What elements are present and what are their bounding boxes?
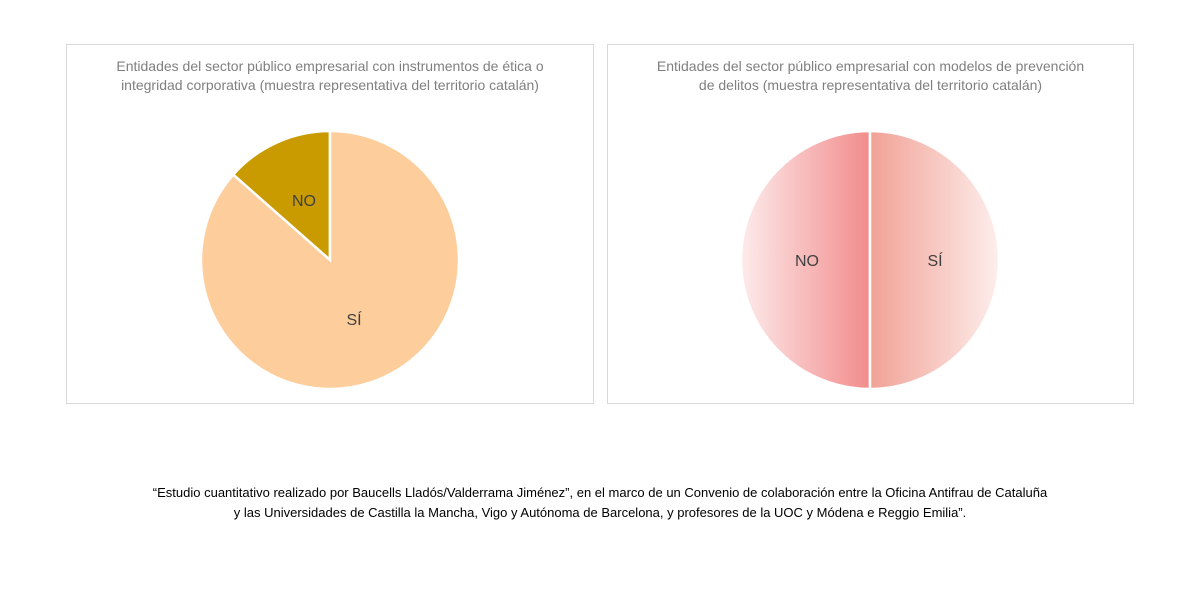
chart-prevencion-delitos: Entidades del sector público empresarial… xyxy=(607,44,1134,404)
chart-etica-integridad: Entidades del sector público empresarial… xyxy=(66,44,594,404)
pie-slice-no xyxy=(231,129,332,263)
slice-label-si: SÍ xyxy=(346,310,362,329)
source-caption: “Estudio cuantitativo realizado por Bauc… xyxy=(60,483,1140,523)
chart-title: Entidades del sector público empresarial… xyxy=(116,58,544,93)
slice-label-no: NO xyxy=(292,193,316,210)
pie-slice-no xyxy=(739,129,872,391)
chart-title: Entidades del sector público empresarial… xyxy=(656,58,1085,93)
pie-slice-si xyxy=(868,129,1001,391)
slice-label-si: SÍ xyxy=(927,251,943,270)
slice-label-no: NO xyxy=(795,253,819,270)
pie-chart-prevencion: NO SÍ xyxy=(739,129,1001,391)
pie-chart-etica: NO SÍ xyxy=(199,129,461,391)
caption-line-1: “Estudio cuantitativo realizado por Bauc… xyxy=(152,485,1048,500)
pie-slice-si xyxy=(199,129,461,391)
caption-line-2: y las Universidades de Castilla la Manch… xyxy=(233,505,967,520)
